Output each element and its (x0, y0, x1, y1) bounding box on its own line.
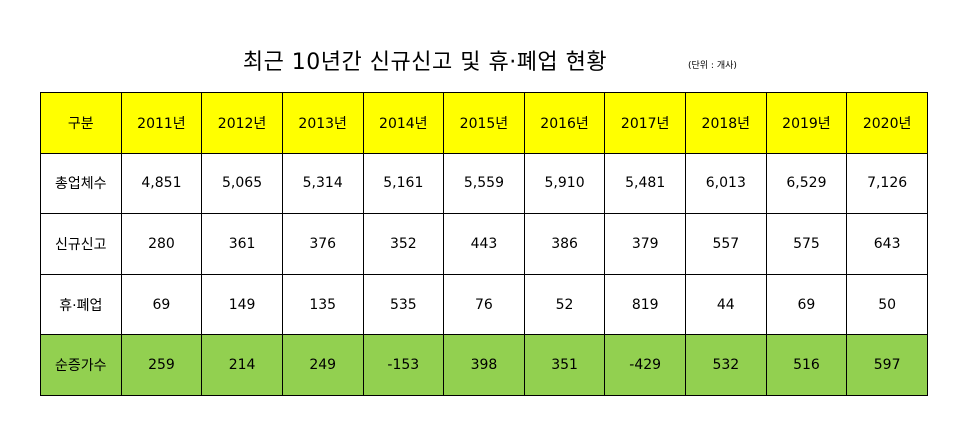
table-cell: 249 (281, 334, 364, 396)
table-cell: 6,529 (765, 152, 848, 215)
table-cell: 280 (120, 213, 203, 275)
table-cell: 352 (362, 213, 445, 275)
header-cell: 2012년 (201, 92, 283, 154)
table-cell: 398 (443, 334, 525, 396)
page-title: 최근 10년간 신규신고 및 휴·폐업 현황 (242, 50, 608, 75)
header-cell: 2011년 (120, 92, 203, 154)
table-cell: 532 (685, 334, 767, 396)
table-cell: 597 (846, 334, 928, 396)
table-cell: 443 (443, 213, 525, 275)
header-cell: 구분 (40, 92, 122, 154)
table-cell: 819 (604, 273, 686, 336)
table-cell: 5,065 (201, 152, 283, 215)
table-row-net-increase: 순증가수 259 214 249 -153 398 351 -429 532 5… (40, 334, 928, 396)
table-cell: 5,481 (604, 152, 686, 215)
header-cell: 2014년 (362, 92, 445, 154)
table-cell: -153 (362, 334, 445, 396)
row-label: 신규신고 (40, 213, 122, 275)
row-label: 순증가수 (40, 334, 122, 396)
table-row-new-registrations: 신규신고 280 361 376 352 443 386 379 557 575… (40, 213, 928, 275)
table-cell: 575 (765, 213, 848, 275)
table-cell: 135 (281, 273, 364, 336)
table-cell: 6,013 (685, 152, 767, 215)
table-cell: 557 (685, 213, 767, 275)
table-cell: 643 (846, 213, 928, 275)
header-cell: 2019년 (765, 92, 848, 154)
table-cell: 5,314 (281, 152, 364, 215)
header-cell: 2018년 (685, 92, 767, 154)
row-label: 총업체수 (40, 152, 122, 215)
table-cell: 44 (685, 273, 767, 336)
table-cell: 516 (765, 334, 848, 396)
table-cell: 214 (201, 334, 283, 396)
row-label: 휴·폐업 (40, 273, 122, 336)
table-cell: 351 (523, 334, 606, 396)
table-cell: 50 (846, 273, 928, 336)
header-cell: 2017년 (604, 92, 686, 154)
table-cell: 5,910 (523, 152, 606, 215)
table-cell: 535 (362, 273, 445, 336)
stats-table: 구분 2011년 2012년 2013년 2014년 2015년 2016년 2… (40, 92, 928, 396)
table-cell: 149 (201, 273, 283, 336)
table-header-row: 구분 2011년 2012년 2013년 2014년 2015년 2016년 2… (40, 92, 928, 154)
table-cell: 69 (765, 273, 848, 336)
header-cell: 2013년 (281, 92, 364, 154)
table-cell: 376 (281, 213, 364, 275)
table-cell: 76 (443, 273, 525, 336)
table-cell: 259 (120, 334, 203, 396)
unit-note: (단위 : 개사) (688, 61, 737, 71)
table-cell: 386 (523, 213, 606, 275)
header-cell: 2020년 (846, 92, 928, 154)
table-cell: 4,851 (120, 152, 203, 215)
table-cell: 5,161 (362, 152, 445, 215)
table-cell: 69 (120, 273, 203, 336)
table-cell: 7,126 (846, 152, 928, 215)
header-cell: 2016년 (523, 92, 606, 154)
table-row-total-companies: 총업체수 4,851 5,065 5,314 5,161 5,559 5,910… (40, 152, 928, 215)
table-row-closures: 휴·폐업 69 149 135 535 76 52 819 44 69 50 (40, 273, 928, 336)
table-cell: 5,559 (443, 152, 525, 215)
table-cell: 361 (201, 213, 283, 275)
table-cell: 52 (523, 273, 606, 336)
header-cell: 2015년 (443, 92, 525, 154)
table-cell: 379 (604, 213, 686, 275)
table-cell: -429 (604, 334, 686, 396)
